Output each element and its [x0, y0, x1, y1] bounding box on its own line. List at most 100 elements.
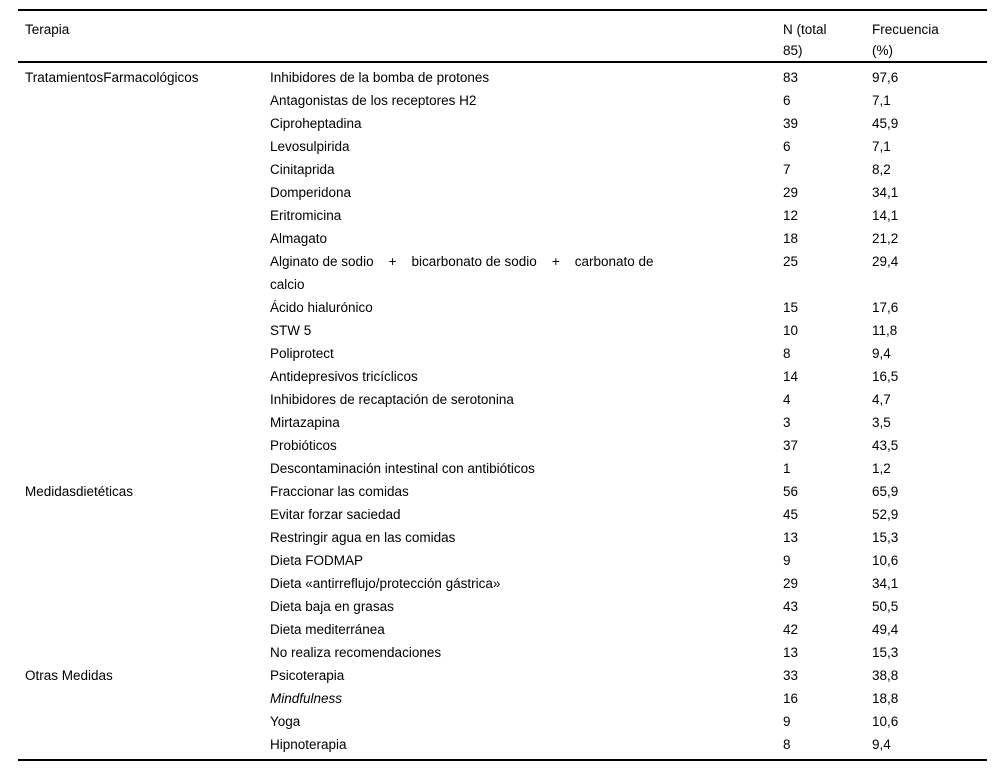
- table-body: TratamientosFarmacológicos Inhibidores d…: [18, 63, 987, 759]
- therapy-name: Probióticos: [270, 438, 337, 453]
- therapy-name: Hipnoterapia: [270, 737, 347, 752]
- table-row: Restringir agua en las comidas 13 15,3: [18, 526, 987, 549]
- group-label: Otras Medidas: [25, 668, 113, 683]
- frequency-value: 4,7: [872, 392, 891, 407]
- n-value: 12: [783, 208, 799, 223]
- n-value: 10: [783, 323, 799, 338]
- frequency-value: 34,1: [872, 576, 899, 591]
- therapy-name: Ácido hialurónico: [270, 300, 373, 315]
- frequency-value: 49,4: [872, 622, 899, 637]
- therapy-name: Dieta «antirreflujo/protección gástrica»: [270, 576, 501, 591]
- n-value: 7: [783, 162, 791, 177]
- therapy-name: Inhibidores de la bomba de protones: [270, 70, 490, 85]
- table-row: Mirtazapina 3 3,5: [18, 411, 987, 434]
- therapy-name: Ciproheptadina: [270, 116, 362, 131]
- table-row: Dieta baja en grasas 43 50,5: [18, 595, 987, 618]
- n-value: 37: [783, 438, 799, 453]
- n-value: 9: [783, 714, 791, 729]
- frequency-value: 50,5: [872, 599, 899, 614]
- frequency-value: 9,4: [872, 737, 891, 752]
- frequency-value: 43,5: [872, 438, 899, 453]
- frequency-value: 10,6: [872, 553, 899, 568]
- table-row: Poliprotect 8 9,4: [18, 342, 987, 365]
- frequency-value: 3,5: [872, 415, 891, 430]
- table-row: Hipnoterapia 8 9,4: [18, 733, 987, 756]
- table-row: Antidepresivos tricíclicos 14 16,5: [18, 365, 987, 388]
- table-row: Almagato 18 21,2: [18, 227, 987, 250]
- frequency-value: 45,9: [872, 116, 899, 131]
- table-row: Dieta mediterránea 42 49,4: [18, 618, 987, 641]
- n-value: 29: [783, 185, 799, 200]
- therapy-name: Dieta baja en grasas: [270, 599, 394, 614]
- therapy-name: Mindfulness: [270, 691, 343, 706]
- frequency-value: 29,4: [872, 254, 899, 269]
- table-row: Alginato de sodio + bicarbonato de sodio…: [18, 250, 987, 296]
- therapy-name: Descontaminación intestinal con antibiót…: [270, 461, 535, 476]
- top-rule: [18, 9, 987, 11]
- table-row: Cinitaprida 7 8,2: [18, 158, 987, 181]
- n-value: 25: [783, 254, 799, 269]
- frequency-value: 9,4: [872, 346, 891, 361]
- table-row: No realiza recomendaciones 13 15,3: [18, 641, 987, 664]
- therapy-name: Restringir agua en las comidas: [270, 530, 456, 545]
- column-header-frecuencia: Frecuencia (%): [872, 22, 939, 58]
- table-row: TratamientosFarmacológicos Inhibidores d…: [18, 66, 987, 89]
- table-row: Probióticos 37 43,5: [18, 434, 987, 457]
- therapy-name: Inhibidores de recaptación de serotonina: [270, 392, 514, 407]
- therapy-name: Almagato: [270, 231, 328, 246]
- n-value: 83: [783, 70, 799, 85]
- n-value: 3: [783, 415, 791, 430]
- therapy-name: Psicoterapia: [270, 668, 345, 683]
- n-value: 33: [783, 668, 799, 683]
- header-rule: [18, 61, 987, 63]
- group-label: Medidasdietéticas: [25, 484, 134, 499]
- frequency-value: 14,1: [872, 208, 899, 223]
- therapy-name: Eritromicina: [270, 208, 342, 223]
- therapy-name: Dieta mediterránea: [270, 622, 385, 637]
- frequency-value: 7,1: [872, 93, 891, 108]
- table-row: Descontaminación intestinal con antibiót…: [18, 457, 987, 480]
- therapy-name: Antagonistas de los receptores H2: [270, 93, 477, 108]
- table-row: Dieta FODMAP 9 10,6: [18, 549, 987, 572]
- n-value: 18: [783, 231, 799, 246]
- n-value: 6: [783, 139, 791, 154]
- therapy-name: Dieta FODMAP: [270, 553, 364, 568]
- table-row: Ácido hialurónico 15 17,6: [18, 296, 987, 319]
- frequency-value: 52,9: [872, 507, 899, 522]
- n-value: 42: [783, 622, 799, 637]
- therapy-name: STW 5: [270, 323, 312, 338]
- therapy-name: Domperidona: [270, 185, 352, 200]
- frequency-value: 38,8: [872, 668, 899, 683]
- therapy-name: Antidepresivos tricíclicos: [270, 369, 418, 384]
- n-value: 29: [783, 576, 799, 591]
- table-row: Domperidona 29 34,1: [18, 181, 987, 204]
- bottom-rule: [18, 759, 987, 761]
- frequency-value: 1,2: [872, 461, 891, 476]
- n-value: 56: [783, 484, 799, 499]
- n-value: 16: [783, 691, 799, 706]
- column-header-terapia: Terapia: [25, 22, 70, 37]
- therapy-name: Alginato de sodio + bicarbonato de sodio…: [270, 254, 654, 292]
- frequency-value: 10,6: [872, 714, 899, 729]
- therapy-name: Cinitaprida: [270, 162, 335, 177]
- table-row: Otras Medidas Psicoterapia 33 38,8: [18, 664, 987, 687]
- column-header-n-total: N (total 85): [783, 22, 827, 58]
- n-value: 43: [783, 599, 799, 614]
- n-value: 14: [783, 369, 799, 384]
- frequency-value: 15,3: [872, 530, 899, 545]
- table-row: Ciproheptadina 39 45,9: [18, 112, 987, 135]
- table-row: Inhibidores de recaptación de serotonina…: [18, 388, 987, 411]
- n-value: 9: [783, 553, 791, 568]
- n-value: 1: [783, 461, 791, 476]
- n-value: 13: [783, 530, 799, 545]
- table-row: Dieta «antirreflujo/protección gástrica»…: [18, 572, 987, 595]
- therapy-table: Terapia N (total 85) Frecuencia (%) Trat…: [18, 9, 987, 761]
- table-row: Eritromicina 12 14,1: [18, 204, 987, 227]
- therapy-name: Levosulpirida: [270, 139, 350, 154]
- frequency-value: 11,8: [872, 323, 898, 338]
- table-row: Mindfulness 16 18,8: [18, 687, 987, 710]
- frequency-value: 8,2: [872, 162, 891, 177]
- n-value: 15: [783, 300, 799, 315]
- therapy-name: Mirtazapina: [270, 415, 340, 430]
- n-value: 39: [783, 116, 799, 131]
